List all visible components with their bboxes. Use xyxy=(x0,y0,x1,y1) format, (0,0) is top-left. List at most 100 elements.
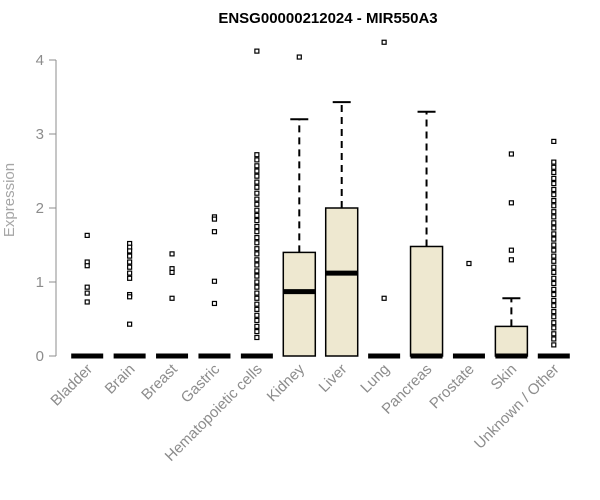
outlier-point xyxy=(551,175,557,181)
outlier-point xyxy=(254,262,260,268)
outlier-point xyxy=(551,280,557,287)
x-tick-label: Skin xyxy=(488,361,521,394)
outlier-point xyxy=(254,301,260,307)
outlier-point xyxy=(551,247,557,253)
box-brain xyxy=(113,240,146,359)
outlier-point xyxy=(551,309,557,315)
box-kidney xyxy=(282,54,317,357)
outlier-point xyxy=(169,295,175,301)
y-tick-label: 2 xyxy=(36,200,44,217)
outlier-point xyxy=(211,216,218,222)
x-tick-label: Brain xyxy=(102,361,139,398)
outlier-point xyxy=(127,253,133,259)
outlier-point xyxy=(254,328,260,335)
outlier-point xyxy=(254,190,260,196)
outlier-point xyxy=(254,163,260,169)
outlier-point xyxy=(508,200,514,206)
outlier-point xyxy=(551,258,557,264)
outlier-point xyxy=(254,229,260,235)
outlier-point xyxy=(254,323,260,329)
outlier-point xyxy=(551,297,557,304)
outlier-point xyxy=(254,196,260,202)
outlier-point xyxy=(127,270,133,276)
outlier-point xyxy=(551,225,557,231)
outlier-point xyxy=(254,48,260,54)
y-tick-label: 0 xyxy=(36,348,44,365)
y-tick-label: 1 xyxy=(36,274,44,291)
outlier-point xyxy=(254,179,260,185)
box-pancreas xyxy=(409,110,444,359)
outlier-point xyxy=(211,300,218,307)
outlier-point xyxy=(254,284,260,290)
outlier-point xyxy=(381,295,387,301)
outlier-point xyxy=(551,275,557,281)
outlier-point xyxy=(551,253,557,259)
outlier-point xyxy=(551,242,557,248)
box-hematopoietic-cells xyxy=(240,48,273,359)
outlier-point xyxy=(254,290,260,296)
outlier-point xyxy=(254,201,260,207)
outlier-point xyxy=(211,229,218,235)
y-axis-label: Expression xyxy=(1,163,18,237)
box-iqr xyxy=(282,251,317,357)
box-iqr xyxy=(494,325,529,357)
box-breast xyxy=(156,251,189,359)
outlier-point xyxy=(84,232,90,238)
y-tick-label: 3 xyxy=(36,126,44,143)
outlier-point xyxy=(551,331,557,337)
box-lung xyxy=(368,39,401,359)
chart-title: ENSG00000212024 - MIR550A3 xyxy=(218,10,437,27)
outlier-point xyxy=(254,235,260,241)
x-tick-label: Prostate xyxy=(426,361,478,413)
outlier-point xyxy=(254,217,260,224)
outlier-point xyxy=(551,192,557,198)
outlier-point xyxy=(551,303,557,309)
x-tick-label: Bladder xyxy=(47,361,96,410)
x-tick-label: Lung xyxy=(357,361,393,397)
outlier-point xyxy=(551,169,557,176)
outlier-point xyxy=(551,314,557,320)
outlier-point xyxy=(551,164,557,170)
outlier-point xyxy=(254,312,260,318)
outlier-point xyxy=(254,246,260,252)
box-liver xyxy=(324,101,359,357)
outlier-point xyxy=(551,214,557,220)
outlier-point xyxy=(508,247,514,253)
plot-area xyxy=(71,39,570,359)
outlier-point xyxy=(508,151,514,157)
outlier-point xyxy=(254,184,260,190)
x-tick-label: Kidney xyxy=(264,360,309,405)
outlier-point xyxy=(254,168,260,174)
outlier-point xyxy=(551,264,557,270)
outlier-point xyxy=(211,278,218,284)
outlier-point xyxy=(254,295,260,301)
box-unknown-other xyxy=(537,138,570,359)
x-tick-label: Breast xyxy=(138,360,181,403)
box-skin xyxy=(494,151,529,359)
outlier-point xyxy=(127,264,133,270)
outlier-point xyxy=(551,336,557,342)
outlier-point xyxy=(127,275,133,281)
outlier-point xyxy=(551,198,557,204)
outlier-point xyxy=(551,231,557,237)
outlier-point xyxy=(551,320,557,326)
outlier-point xyxy=(254,152,260,158)
outlier-point xyxy=(551,325,557,331)
outlier-point xyxy=(551,203,557,209)
outlier-point xyxy=(254,240,260,246)
outlier-point xyxy=(169,251,175,257)
box-iqr xyxy=(409,245,444,357)
outlier-point xyxy=(296,54,302,60)
outlier-point xyxy=(169,269,175,275)
outlier-point xyxy=(127,294,133,300)
y-axis: 0 1 2 3 4 xyxy=(36,52,57,365)
box-bladder xyxy=(71,232,104,359)
outlier-point xyxy=(551,138,557,144)
box-gastric xyxy=(198,214,231,359)
outlier-point xyxy=(84,290,90,296)
outlier-point xyxy=(254,273,260,279)
outlier-point xyxy=(551,236,557,242)
outlier-point xyxy=(254,157,260,163)
outlier-point xyxy=(254,306,260,312)
